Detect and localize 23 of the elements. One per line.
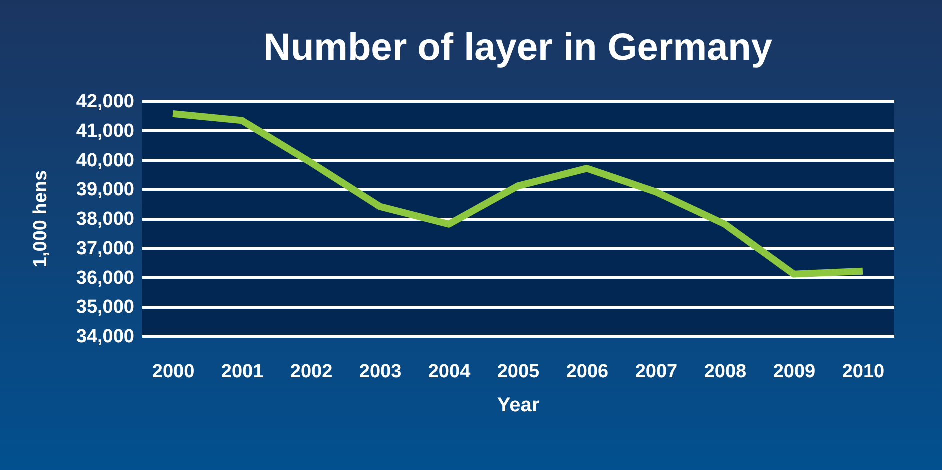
x-tick-label: 2001 bbox=[221, 362, 264, 382]
y-tick-label: 40,000 bbox=[76, 150, 134, 172]
x-axis-title: Year bbox=[497, 394, 540, 416]
x-tick-label: 2000 bbox=[152, 362, 195, 382]
x-tick-label: 2006 bbox=[566, 362, 609, 382]
y-tick-label: 36,000 bbox=[76, 268, 134, 289]
y-axis-title: 1,000 hens bbox=[30, 170, 52, 268]
y-tick-label: 35,000 bbox=[76, 297, 134, 318]
y-tick-label: 41,000 bbox=[76, 120, 134, 142]
y-tick-label: 37,000 bbox=[76, 238, 134, 260]
y-tick-label: 39,000 bbox=[76, 180, 134, 201]
x-tick-label: 2010 bbox=[842, 362, 885, 382]
x-tick-label: 2008 bbox=[704, 362, 747, 382]
y-tick-label: 34,000 bbox=[76, 326, 134, 348]
x-tick-label: 2007 bbox=[635, 362, 678, 382]
y-tick-label: 42,000 bbox=[76, 92, 134, 112]
x-tick-label: 2003 bbox=[359, 362, 402, 382]
chart-title: Number of layer in Germany bbox=[264, 27, 772, 69]
x-tick-label: 2005 bbox=[497, 362, 540, 382]
x-tick-label: 2004 bbox=[428, 362, 472, 382]
x-tick-label: 2002 bbox=[290, 362, 333, 382]
x-tick-label: 2009 bbox=[773, 362, 816, 382]
y-tick-label: 38,000 bbox=[76, 209, 134, 230]
